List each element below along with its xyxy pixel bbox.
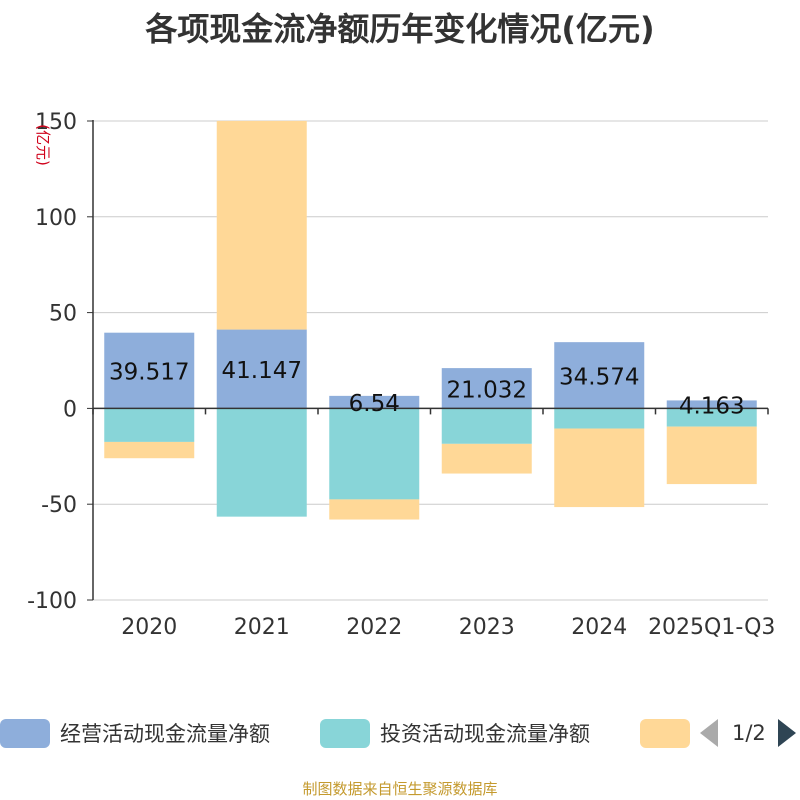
bar-2024-series-0 xyxy=(554,342,645,409)
x-tick-label: 2022 xyxy=(346,615,402,640)
x-tick-label: 2024 xyxy=(571,615,627,640)
data-label-2022: 6.54 xyxy=(349,391,400,417)
legend-pager: 1/2 xyxy=(700,718,796,748)
legend-label-operating: 经营活动现金流量净额 xyxy=(60,722,270,746)
bar-2023-series-1 xyxy=(441,408,532,444)
data-label-2024: 34.574 xyxy=(559,364,639,390)
legend: 经营活动现金流量净额 投资活动现金流量净额 1/2 xyxy=(0,712,800,756)
x-tick-label: 2021 xyxy=(234,615,290,640)
legend-swatch-operating xyxy=(0,718,50,748)
chart-title: 各项现金流净额历年变化情况(亿元) xyxy=(145,10,655,48)
bar-2021-series-0 xyxy=(216,329,307,409)
bar-2020-series-0 xyxy=(104,332,195,409)
legend-item-financing[interactable] xyxy=(640,718,690,748)
bar-2024-series-2 xyxy=(554,428,645,508)
bar-2025Q1-Q3-series-1 xyxy=(666,408,757,427)
bar-2022-series-0 xyxy=(329,395,420,409)
bar-2025Q1-Q3-series-0 xyxy=(666,400,757,409)
legend-item-operating[interactable]: 经营活动现金流量净额 xyxy=(0,718,270,748)
data-label-2021: 41.147 xyxy=(222,358,302,384)
bar-2020-series-2 xyxy=(104,441,195,459)
source-footer: 制图数据来自恒生聚源数据库 xyxy=(302,780,498,798)
x-tick-label: 2020 xyxy=(121,615,177,640)
y-tick-label: 50 xyxy=(49,302,77,327)
legend-swatch-investing xyxy=(320,718,370,748)
legend-swatch-financing xyxy=(640,718,690,748)
y-tick-label: -50 xyxy=(41,493,77,518)
legend-page-indicator: 1/2 xyxy=(732,721,766,745)
y-tick-label: -100 xyxy=(27,589,77,614)
bar-2024-series-1 xyxy=(554,408,645,429)
bar-2023-series-0 xyxy=(441,368,532,409)
chart-canvas: 150 100 50 0 -50 -100 (亿元) 2020 2021 2022 2023 2024… xyxy=(27,110,775,640)
bar-2023-series-2 xyxy=(441,443,532,474)
y-tick-label: 150 xyxy=(35,110,77,135)
legend-prev-page-icon[interactable] xyxy=(700,719,718,747)
x-tick-label: 2023 xyxy=(459,615,515,640)
data-label-2025Q1-Q3: 4.163 xyxy=(679,393,745,419)
data-labels: 39.517 41.147 6.54 21.032 34.574 4.163 xyxy=(109,358,745,419)
y-axis-unit-label: (亿元) xyxy=(34,124,52,166)
data-label-2020: 39.517 xyxy=(109,360,189,386)
x-tick-label: 2025Q1-Q3 xyxy=(648,615,775,640)
bar-2021-series-2 xyxy=(216,120,307,330)
bar-2025Q1-Q3-series-2 xyxy=(666,426,757,485)
data-label-2023: 21.032 xyxy=(447,377,527,403)
bars xyxy=(104,120,757,520)
bar-2022-series-1 xyxy=(329,408,420,500)
legend-next-page-icon[interactable] xyxy=(777,719,796,747)
bar-2021-series-1 xyxy=(216,408,307,517)
bar-2022-series-2 xyxy=(329,499,420,520)
y-tick-label: 0 xyxy=(63,397,77,422)
y-tick-label: 100 xyxy=(35,206,77,231)
bar-2020-series-1 xyxy=(104,408,195,442)
legend-label-investing: 投资活动现金流量净额 xyxy=(380,722,590,746)
legend-item-investing[interactable]: 投资活动现金流量净额 xyxy=(320,718,590,748)
axes: 150 100 50 0 -50 -100 (亿元) 2020 2021 2022 2023 2024… xyxy=(27,110,775,640)
